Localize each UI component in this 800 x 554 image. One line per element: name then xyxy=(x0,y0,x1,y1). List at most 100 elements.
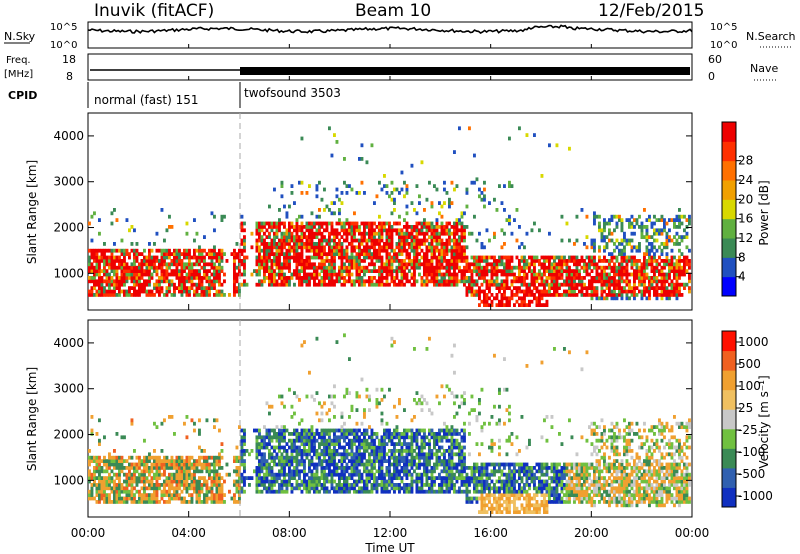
rti-cell xyxy=(395,415,399,419)
rti-cell xyxy=(400,242,404,246)
rti-cell xyxy=(173,489,176,494)
rti-cell xyxy=(505,296,509,301)
rti-cell xyxy=(348,184,351,188)
rti-cell xyxy=(133,289,136,294)
rti-cell xyxy=(370,483,374,487)
rti-cell xyxy=(345,252,349,256)
rti-cell xyxy=(365,279,369,284)
rti-cell xyxy=(298,269,301,273)
rti-cell xyxy=(348,242,351,246)
rti-cell xyxy=(670,289,674,294)
rti-cell xyxy=(270,272,274,277)
rti-cell xyxy=(283,259,286,263)
rti-cell xyxy=(328,276,331,280)
rti-cell xyxy=(513,276,516,280)
rti-cell xyxy=(683,255,686,260)
rti-cell xyxy=(393,252,396,256)
rti-cell xyxy=(240,435,244,440)
rti-cell xyxy=(135,276,139,280)
rti-cell xyxy=(215,493,219,497)
rti-cell xyxy=(208,486,211,491)
rti-cell xyxy=(600,265,604,270)
rti-cell xyxy=(235,459,239,463)
rti-cell xyxy=(100,479,104,484)
rti-cell xyxy=(395,432,399,436)
rti-cell xyxy=(343,333,346,338)
rti-cell xyxy=(103,435,106,440)
rti-cell xyxy=(653,252,656,256)
rti-cell xyxy=(378,462,381,467)
rti-cell xyxy=(130,486,134,491)
rti-cell xyxy=(363,462,366,467)
rti-cell xyxy=(308,245,311,250)
rti-cell xyxy=(233,286,236,290)
rti-cell xyxy=(210,259,214,263)
rti-cell xyxy=(300,248,304,253)
rti-cell xyxy=(295,449,299,453)
rti-cell xyxy=(410,276,414,280)
rti-cell xyxy=(560,282,564,287)
rti-cell xyxy=(445,228,449,233)
rti-cell xyxy=(455,228,459,233)
rti-cell xyxy=(298,438,301,443)
rti-cell xyxy=(380,449,384,453)
rti-cell xyxy=(308,469,311,474)
rti-cell xyxy=(318,459,321,463)
rti-cell xyxy=(335,228,339,233)
rti-cell xyxy=(328,262,331,267)
rti-cell xyxy=(420,248,424,253)
rti-cell xyxy=(435,235,439,239)
rti-cell xyxy=(120,276,124,280)
rti-cell xyxy=(448,259,451,263)
rti-cell xyxy=(403,180,406,185)
rti-cell xyxy=(290,483,294,487)
rti-cell xyxy=(673,286,676,290)
rti-cell xyxy=(283,432,286,436)
rti-cell xyxy=(338,276,341,280)
rti-cell xyxy=(360,486,364,491)
rti-cell xyxy=(168,479,171,484)
rti-cell xyxy=(335,245,339,250)
rti-cell xyxy=(400,262,404,267)
rti-cell xyxy=(243,435,246,440)
rti-cell xyxy=(243,242,246,246)
rti-cell xyxy=(255,245,259,250)
rti-cell xyxy=(103,293,106,297)
rti-cell xyxy=(235,276,239,280)
rti-cell xyxy=(123,262,126,267)
rti-cell xyxy=(258,449,261,453)
rti-cell xyxy=(510,269,514,273)
rti-cell xyxy=(445,191,449,195)
rti-cell xyxy=(675,262,679,267)
rti-cell xyxy=(238,483,241,487)
rti-cell xyxy=(610,293,614,297)
rti-cell xyxy=(333,248,336,253)
rti-cell xyxy=(653,289,656,294)
rti-cell xyxy=(335,194,339,199)
rti-cell xyxy=(155,286,159,290)
rti-cell xyxy=(545,282,549,287)
rti-cell xyxy=(240,449,244,453)
rti-cell xyxy=(143,479,146,484)
rti-cell xyxy=(155,489,159,494)
rti-cell xyxy=(98,483,101,487)
rti-cell xyxy=(170,252,174,256)
rti-cell xyxy=(393,228,396,233)
rti-cell xyxy=(553,293,556,297)
rti-cell xyxy=(265,265,269,270)
rti-cell xyxy=(305,228,309,233)
rti-cell xyxy=(185,483,189,487)
rti-cell xyxy=(195,462,199,467)
rti-cell xyxy=(470,276,474,280)
rti-cell xyxy=(88,479,91,484)
rti-cell xyxy=(148,248,151,253)
rti-cell xyxy=(385,221,389,226)
rti-cell xyxy=(288,252,291,256)
rti-cell xyxy=(420,262,424,267)
rti-cell xyxy=(250,449,254,453)
rti-cell xyxy=(633,218,636,222)
rti-cell xyxy=(255,255,259,260)
rti-cell xyxy=(338,248,341,253)
rti-cell xyxy=(325,255,329,260)
rti-cell xyxy=(128,286,131,290)
